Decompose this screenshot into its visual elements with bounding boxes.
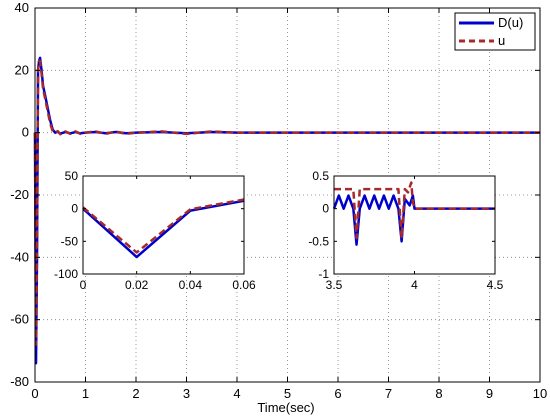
main-x-tick-label: 10 [533,386,547,401]
main-x-tick-label: 9 [486,386,493,401]
main-x-tick-label: 6 [334,386,341,401]
inset-left-y-tick-label: 50 [65,169,79,183]
main-y-tick-label: -80 [10,374,29,389]
main-series-u-line [33,59,540,346]
inset-left-plot-area [83,176,244,274]
inset-right-plot-area [334,176,495,274]
inset-right-y-tick-label: -0.5 [308,234,329,248]
main-y-tick-label: 0 [22,125,29,140]
inset-right-y-tick-label: -1 [318,267,329,281]
inset-left-x-tick-label: 0.04 [179,278,203,292]
main-y-tick-label: -40 [10,249,29,264]
main-x-tick-label: 2 [132,386,139,401]
inset-right-series-u-line [334,181,495,240]
inset-right-x-tick-label: 3.5 [326,278,343,292]
main-x-tick-label: 5 [284,386,291,401]
inset-right-plot: 3.5 4 4.5 0.5 0 -0.5 -1 [308,169,503,292]
legend-entry-u: u [498,33,505,48]
x-axis-label: Time(sec) [257,400,314,415]
inset-left-axes-frame [82,175,245,275]
inset-right-y-tick-label: 0 [322,202,329,216]
main-y-tick-label: -20 [10,187,29,202]
inset-left-y-tick-label: -100 [54,267,78,281]
main-x-tick-label: 1 [82,386,89,401]
inset-left-series-dun-line [82,199,245,259]
main-y-tick-label: -60 [10,312,29,327]
inset-left-y-tick-label: -50 [61,234,79,248]
legend-entry-dun: D(u) [498,15,523,30]
main-x-tick-label: 0 [31,386,38,401]
inset-left-x-tick-label: 0.06 [232,278,256,292]
legend-box [454,12,536,51]
legend: D(u) u [454,12,536,51]
inset-right-x-tick-label: 4 [411,278,418,292]
main-y-tick-label: 20 [15,62,29,77]
inset-left-plot: 0 0.02 0.04 0.06 50 0 -50 -100 [54,169,256,292]
inset-left-series-u-line [82,198,245,254]
inset-right-x-tick-label: 4.5 [487,278,504,292]
main-x-tick-label: 8 [435,386,442,401]
inset-left-y-tick-label: 0 [71,202,78,216]
inset-right-y-tick-label: 0.5 [312,169,329,183]
main-x-tick-label: 4 [233,386,240,401]
inset-left-x-tick-label: 0.02 [125,278,149,292]
main-x-tick-label: 3 [183,386,190,401]
inset-left-x-tick-label: 0 [80,278,87,292]
main-x-tick-label: 7 [385,386,392,401]
inset-right-series-dun-line [332,194,495,246]
main-y-tick-label: 40 [15,0,29,15]
